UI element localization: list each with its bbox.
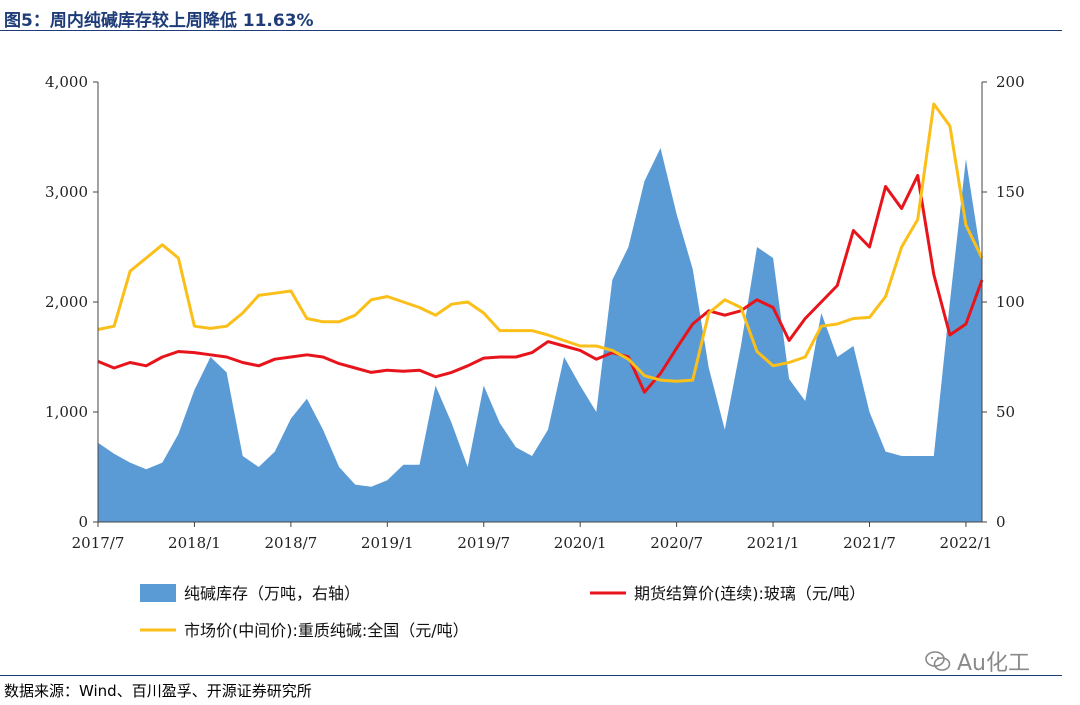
right-axis-tick-label: 50 xyxy=(996,403,1015,421)
left-axis-tick-label: 0 xyxy=(78,513,88,531)
x-axis-tick-label: 2021/7 xyxy=(843,534,896,552)
x-axis-tick-label: 2018/7 xyxy=(264,534,317,552)
legend-item-inventory: 纯碱库存（万吨，右轴） xyxy=(140,584,360,603)
watermark: Au化工 xyxy=(925,645,1030,677)
legend-item-glass-futures: 期货结算价(连续):玻璃（元/吨） xyxy=(590,584,865,603)
x-axis-tick-label: 2019/7 xyxy=(457,534,510,552)
x-axis-tick-label: 2020/7 xyxy=(650,534,703,552)
left-axis-tick-label: 3,000 xyxy=(45,183,88,201)
source-rule xyxy=(0,675,1062,676)
legend-swatch xyxy=(140,584,176,602)
right-axis-tick-label: 200 xyxy=(996,73,1025,91)
figure-title: 图5：周内纯碱库存较上周降低 11.63% xyxy=(4,11,314,31)
left-axis-tick-label: 1,000 xyxy=(45,403,88,421)
x-axis-tick-label: 2019/1 xyxy=(361,534,414,552)
x-axis-tick-label: 2017/7 xyxy=(72,534,125,552)
source-note: 数据来源：Wind、百川盈孚、开源证券研究所 xyxy=(4,682,312,700)
series-line-soda-market xyxy=(97,102,984,383)
legend-label: 纯碱库存（万吨，右轴） xyxy=(184,584,360,603)
legend-label: 市场价(中间价):重质纯碱:全国（元/吨） xyxy=(184,621,469,640)
right-axis-tick-label: 0 xyxy=(996,513,1006,531)
left-axis-tick-label: 4,000 xyxy=(45,73,88,91)
x-axis-tick-label: 2020/1 xyxy=(554,534,607,552)
plot-area: 0 1,000 2,000 3,000 4,000 0 50 100 150 200 2017/7 2… xyxy=(45,73,1025,552)
legend-label: 期货结算价(连续):玻璃（元/吨） xyxy=(634,584,865,603)
series-line-glass-futures xyxy=(97,174,984,394)
watermark-text: Au化工 xyxy=(957,651,1030,676)
x-axis-tick-label: 2018/1 xyxy=(168,534,221,552)
right-axis-tick-label: 100 xyxy=(996,293,1025,311)
legend: 纯碱库存（万吨，右轴） 期货结算价(连续):玻璃（元/吨） 市场价(中间价):重质纯… xyxy=(140,584,865,640)
right-axis-tick-label: 150 xyxy=(996,183,1025,201)
wechat-icon xyxy=(925,651,951,671)
left-axis-tick-label: 2,000 xyxy=(45,293,88,311)
legend-item-soda-market: 市场价(中间价):重质纯碱:全国（元/吨） xyxy=(140,621,469,640)
title-rule xyxy=(0,30,1062,31)
x-axis-tick-label: 2022/1 xyxy=(940,534,993,552)
series-area-inventory xyxy=(98,148,982,522)
x-axis-tick-label: 2021/1 xyxy=(747,534,800,552)
